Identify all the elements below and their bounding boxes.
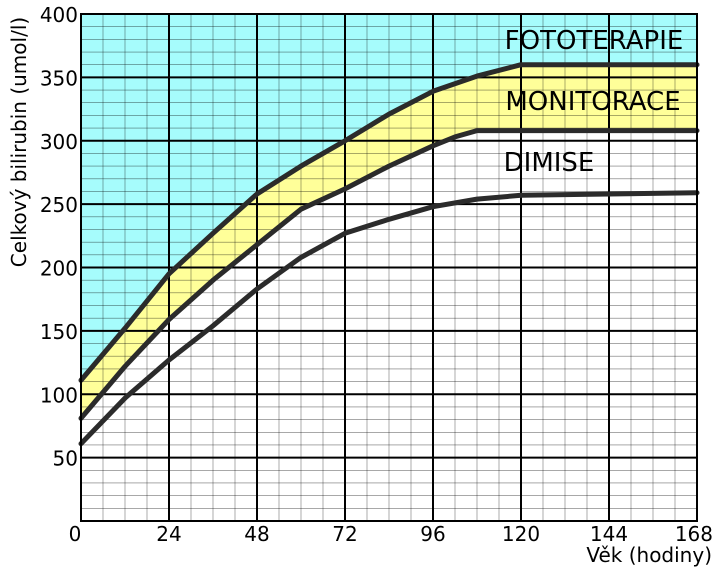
y-tick-label: 350 <box>40 66 78 90</box>
tick-labels: 0 24 48 72 96 120 144 168 50 100 150 200 250 300 350 40… <box>40 3 713 546</box>
y-tick-label: 300 <box>40 130 78 154</box>
x-tick-label: 24 <box>156 522 181 546</box>
zone-label-fototerapie: FOTOTERAPIE <box>505 26 684 56</box>
y-tick-label: 400 <box>40 3 78 27</box>
plot-frame <box>80 13 698 522</box>
x-tick-label: 96 <box>420 522 445 546</box>
y-tick-label: 50 <box>53 447 78 471</box>
x-tick-label: 72 <box>332 522 357 546</box>
x-tick-label: 168 <box>675 522 713 546</box>
y-tick-label: 150 <box>40 320 78 344</box>
x-tick-label: 144 <box>590 522 628 546</box>
y-tick-label: 250 <box>40 193 78 217</box>
y-axis-title: Celkový bilirubin (umol/l) <box>7 17 31 267</box>
threshold-line-fototerapie <box>78 62 700 383</box>
zone-label-dimise: DIMISE <box>504 148 595 178</box>
x-tick-label: 120 <box>502 522 540 546</box>
threshold-line-monitorace <box>78 128 700 421</box>
threshold-lines <box>78 62 700 447</box>
x-tick-label: 48 <box>244 522 269 546</box>
zone-label-monitorace: MONITORACE <box>505 87 680 117</box>
threshold-line-dimise <box>78 190 700 447</box>
x-axis-title: Věk (hodiny) <box>586 543 712 567</box>
y-tick-label: 200 <box>40 257 78 281</box>
x-tick-label: 0 <box>69 522 82 546</box>
y-tick-label: 100 <box>40 383 78 407</box>
